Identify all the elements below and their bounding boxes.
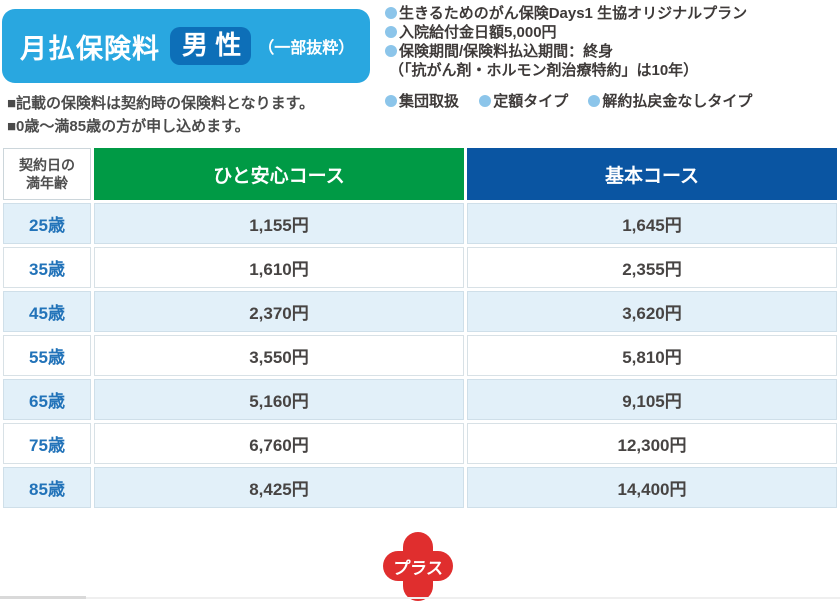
note-line: ■0歳〜満85歳の方が申し込めます。 <box>7 118 250 135</box>
plan-detail-text: 保険期間/保険料払込期間：終身 <box>399 43 614 60</box>
course2-price-cell: 3,620円 <box>467 291 837 332</box>
note-line: ■記載の保険料は契約時の保険料となります。 <box>7 95 315 112</box>
course1-price-cell: 2,370円 <box>94 291 464 332</box>
premium-table: 契約日の 満年齢 ひと安心コース 基本コース 25歳 1,155円 1,645円… <box>0 145 840 511</box>
course2-price-cell: 1,645円 <box>467 203 837 244</box>
page-title: 月払保険料 <box>20 33 160 64</box>
age-cell: 45歳 <box>3 291 91 332</box>
table-row: 55歳 3,550円 5,810円 <box>3 335 837 376</box>
course1-price-cell: 6,760円 <box>94 423 464 464</box>
bullet-circle-icon <box>385 45 397 57</box>
plus-cross-icon: プラス <box>383 532 453 601</box>
course1-price-cell: 8,425円 <box>94 467 464 508</box>
age-cell: 65歳 <box>3 379 91 420</box>
title-badge: 月払保険料 男 性 （一部抜粋） <box>2 9 370 83</box>
gender-badge: 男 性 <box>170 27 252 65</box>
course1-header-cell: ひと安心コース <box>94 148 464 200</box>
bottom-divider <box>0 597 840 599</box>
title-suffix: （一部抜粋） <box>258 40 355 57</box>
table-row: 75歳 6,760円 12,300円 <box>3 423 837 464</box>
table-row: 45歳 2,370円 3,620円 <box>3 291 837 332</box>
course1-price-cell: 3,550円 <box>94 335 464 376</box>
age-header-line2: 満年齢 <box>26 175 68 191</box>
course1-price-cell: 5,160円 <box>94 379 464 420</box>
course2-price-cell: 14,400円 <box>467 467 837 508</box>
plan-tag-text: 集団取扱 <box>399 93 460 110</box>
table-row: 35歳 1,610円 2,355円 <box>3 247 837 288</box>
age-cell: 25歳 <box>3 203 91 244</box>
plan-details-list: 生きるためのがん保険Days1 生協オリジナルプラン 入院給付金日額5,000円… <box>385 4 837 111</box>
plan-detail-item: 生きるためのがん保険Days1 生協オリジナルプラン <box>385 4 837 23</box>
course1-price-cell: 1,155円 <box>94 203 464 244</box>
course2-price-cell: 2,355円 <box>467 247 837 288</box>
course2-header-cell: 基本コース <box>467 148 837 200</box>
table-header-row: 契約日の 満年齢 ひと安心コース 基本コース <box>3 148 837 200</box>
plan-tag: 解約払戻金なしタイプ <box>588 93 752 110</box>
course2-price-cell: 12,300円 <box>467 423 837 464</box>
plan-detail-item: 入院給付金日額5,000円 <box>385 23 837 42</box>
course1-price-cell: 1,610円 <box>94 247 464 288</box>
plan-detail-item: 保険期間/保険料払込期間：終身 <box>385 42 837 61</box>
plus-cross-horizontal-bar: プラス <box>383 551 453 581</box>
plan-detail-text: 入院給付金日額5,000円 <box>399 24 557 41</box>
bottom-divider-left-segment <box>0 596 86 599</box>
plan-tag-text: 解約払戻金なしタイプ <box>602 93 753 110</box>
bullet-circle-icon <box>479 95 492 107</box>
age-cell: 75歳 <box>3 423 91 464</box>
bullet-circle-icon <box>588 95 601 107</box>
bullet-circle-icon <box>385 7 397 19</box>
bullet-circle-icon <box>385 95 397 107</box>
plan-detail-text: 生きるためのがん保険Days1 生協オリジナルプラン <box>399 5 748 22</box>
plan-tags: 集団取扱 定額タイプ 解約払戻金なしタイプ <box>385 92 837 111</box>
plan-tag-text: 定額タイプ <box>493 93 569 110</box>
age-cell: 55歳 <box>3 335 91 376</box>
plus-label: プラス <box>391 558 445 578</box>
age-cell: 35歳 <box>3 247 91 288</box>
course2-price-cell: 9,105円 <box>467 379 837 420</box>
bullet-circle-icon <box>385 26 397 38</box>
plan-detail-subnote: （「抗がん剤・ホルモン剤治療特約」は10年） <box>389 62 699 79</box>
table-row: 65歳 5,160円 9,105円 <box>3 379 837 420</box>
course2-price-cell: 5,810円 <box>467 335 837 376</box>
plan-tag: 集団取扱 <box>385 93 459 110</box>
notes: ■記載の保険料は契約時の保険料となります。 ■0歳〜満85歳の方が申し込めます。 <box>7 92 314 138</box>
age-header-cell: 契約日の 満年齢 <box>3 148 91 200</box>
plan-tag: 定額タイプ <box>479 93 568 110</box>
table-row: 25歳 1,155円 1,645円 <box>3 203 837 244</box>
table-row: 85歳 8,425円 14,400円 <box>3 467 837 508</box>
age-cell: 85歳 <box>3 467 91 508</box>
age-header-line1: 契約日の <box>19 157 75 173</box>
